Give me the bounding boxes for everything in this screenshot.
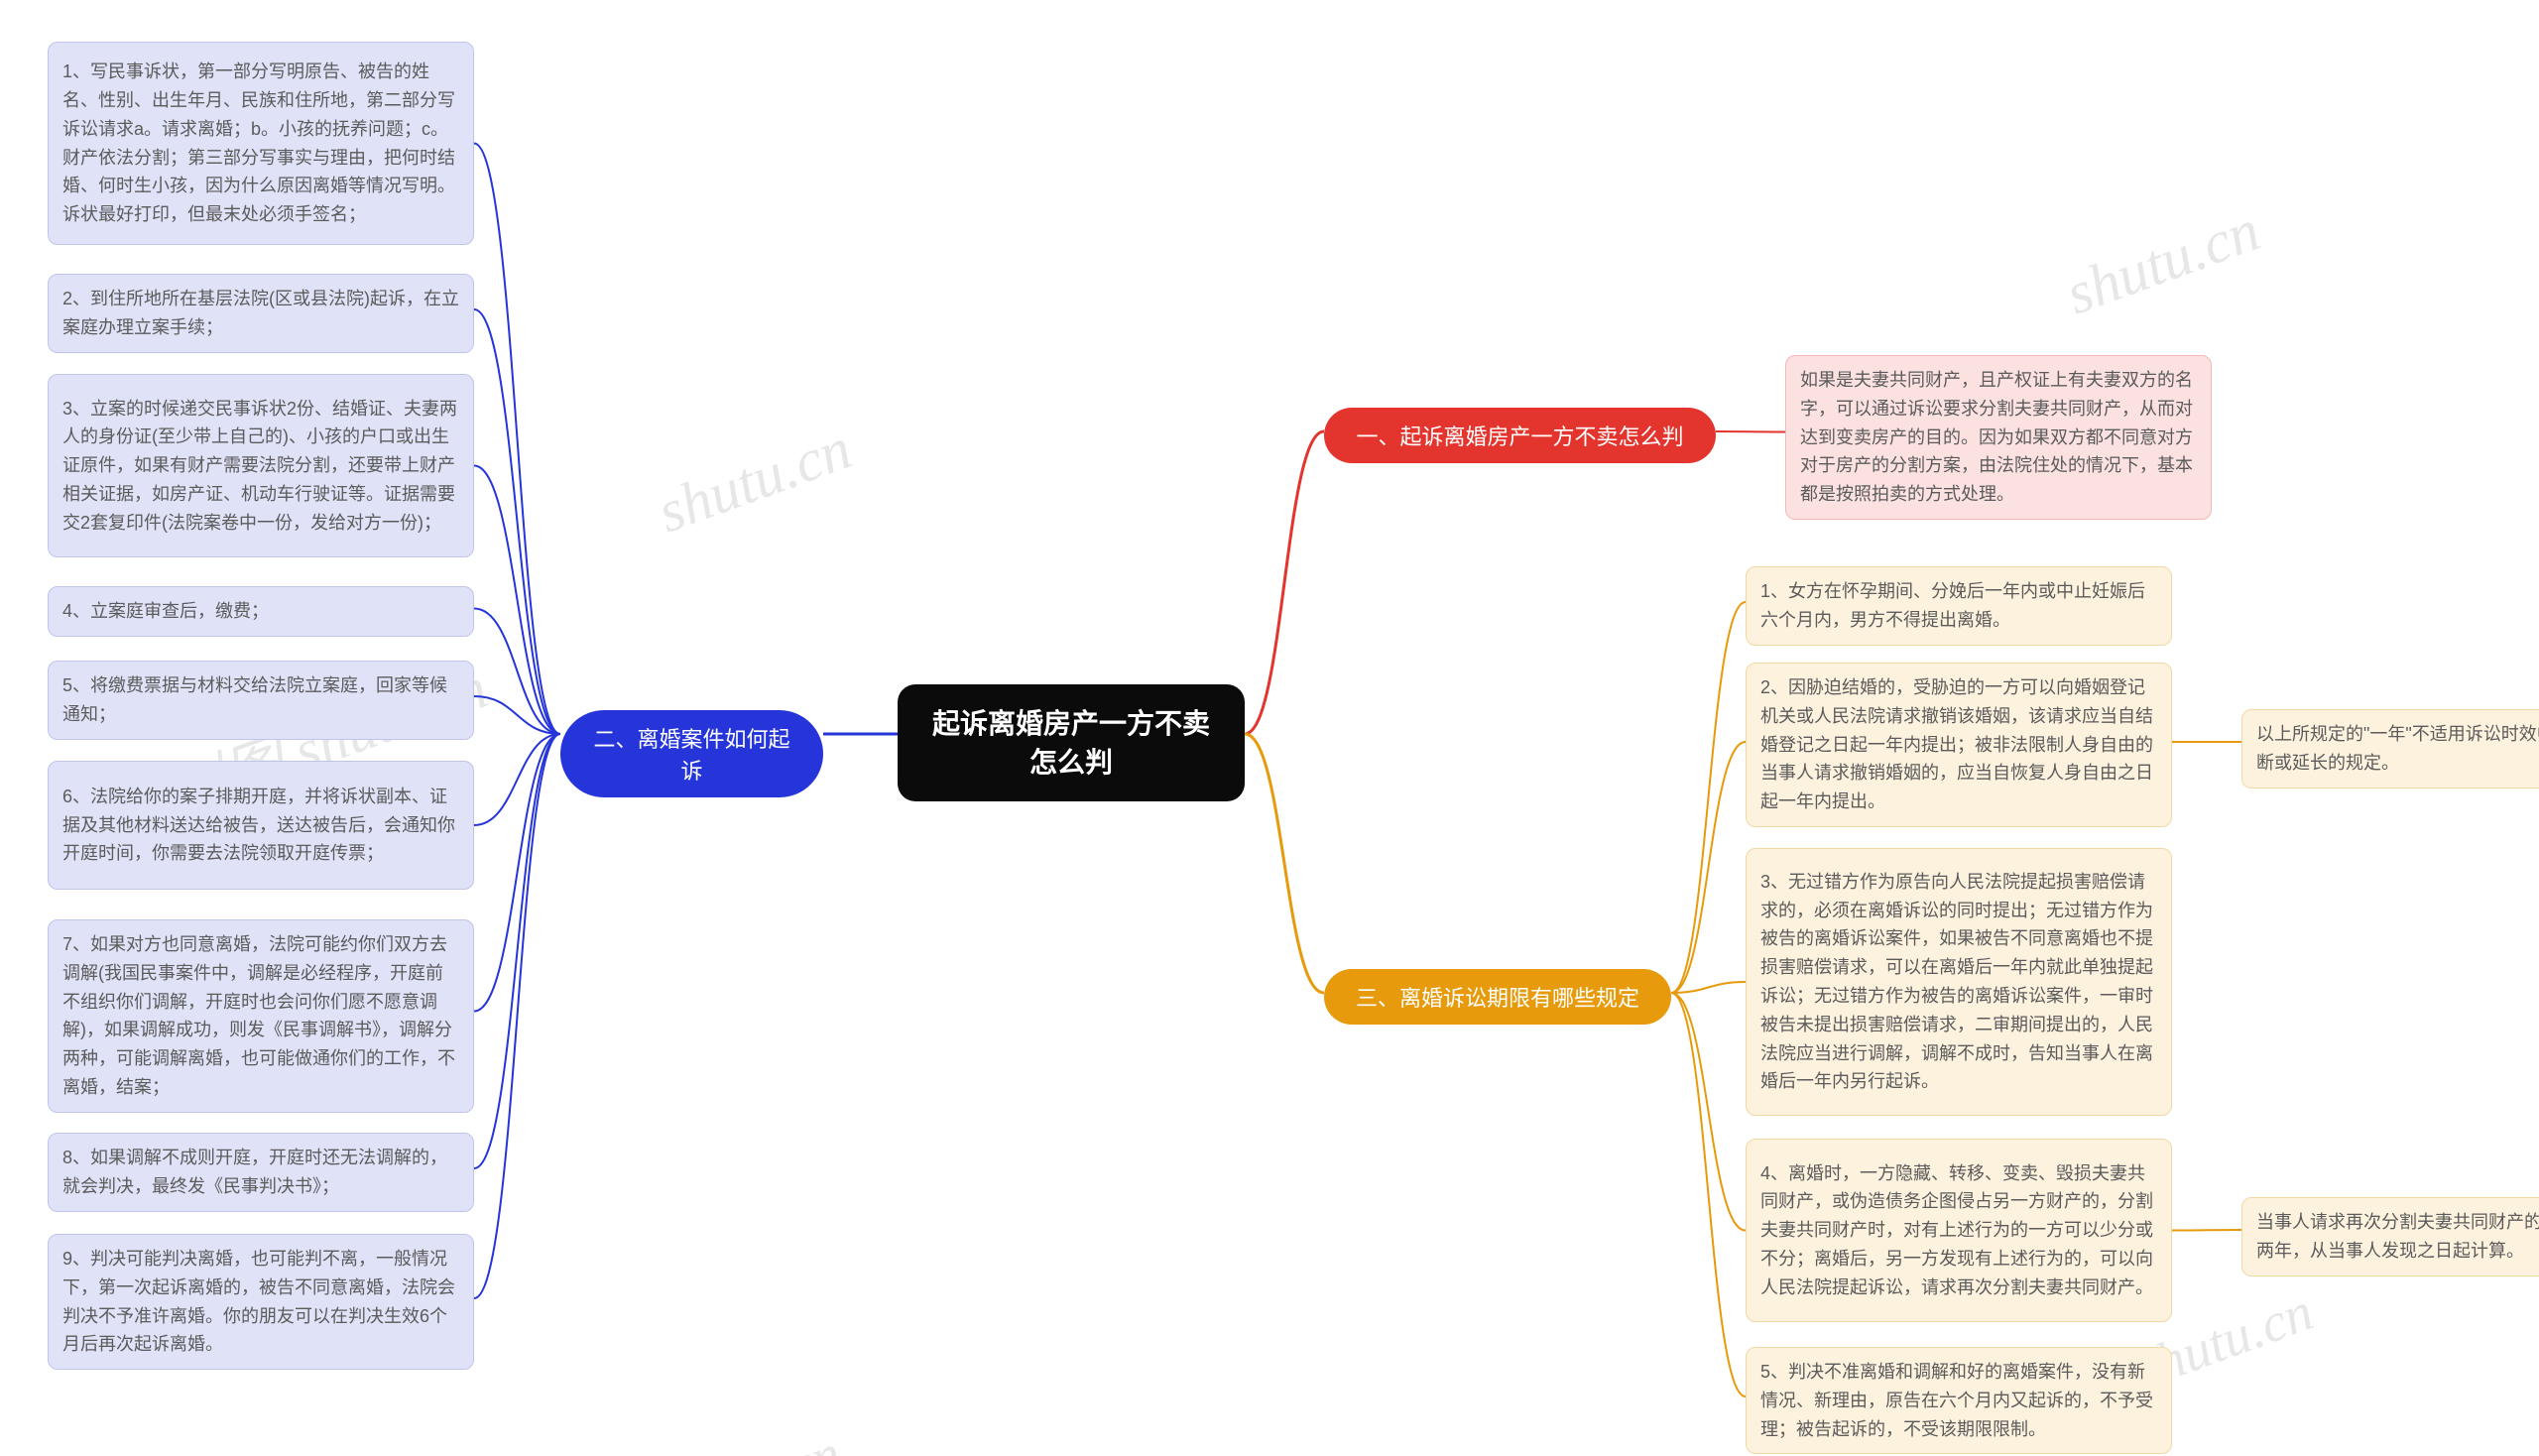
- b1: 一、起诉离婚房产一方不卖怎么判: [1324, 408, 1716, 463]
- b3l4s-label: 当事人请求再次分割夫妻共同财产的诉讼时效为两年，从当事人发现之日起计算。: [2256, 1208, 2539, 1266]
- b2l2-label: 2、到住所地所在基层法院(区或县法院)起诉，在立案庭办理立案手续；: [62, 285, 459, 342]
- b2l9: 9、判决可能判决离婚，也可能判不离，一般情况下，第一次起诉离婚的，被告不同意离婚…: [48, 1234, 474, 1370]
- b3l1-label: 1、女方在怀孕期间、分娩后一年内或中止妊娠后六个月内，男方不得提出离婚。: [1760, 577, 2157, 635]
- b2l8: 8、如果调解不成则开庭，开庭时还无法调解的，就会判决，最终发《民事判决书》；: [48, 1133, 474, 1212]
- b2l1-label: 1、写民事诉状，第一部分写明原告、被告的姓名、性别、出生年月、民族和住所地，第二…: [62, 58, 459, 229]
- b3l2-label: 2、因胁迫结婚的，受胁迫的一方可以向婚姻登记机关或人民法院请求撤销该婚姻，该请求…: [1760, 673, 2157, 816]
- b2l6-label: 6、法院给你的案子排期开庭，并将诉状副本、证据及其他材料送达给被告，送达被告后，…: [62, 783, 459, 868]
- edge: [474, 734, 560, 1168]
- b2: 二、离婚案件如何起诉: [560, 710, 823, 797]
- b2l2: 2、到住所地所在基层法院(区或县法院)起诉，在立案庭办理立案手续；: [48, 274, 474, 353]
- b1l1: 如果是夫妻共同财产，且产权证上有夫妻双方的名字，可以通过诉讼要求分割夫妻共同财产…: [1785, 355, 2212, 520]
- edge: [1716, 431, 1785, 432]
- b3l1: 1、女方在怀孕期间、分娩后一年内或中止妊娠后六个月内，男方不得提出离婚。: [1746, 566, 2172, 646]
- b2l5-label: 5、将缴费票据与材料交给法院立案庭，回家等候通知；: [62, 671, 459, 729]
- b2l8-label: 8、如果调解不成则开庭，开庭时还无法调解的，就会判决，最终发《民事判决书》；: [62, 1144, 459, 1201]
- b3l4-label: 4、离婚时，一方隐藏、转移、变卖、毁损夫妻共同财产，或伪造债务企图侵占另一方财产…: [1760, 1159, 2157, 1302]
- b3-label: 三、离婚诉讼期限有哪些规定: [1356, 981, 1639, 1013]
- b3l4s: 当事人请求再次分割夫妻共同财产的诉讼时效为两年，从当事人发现之日起计算。: [2241, 1197, 2539, 1276]
- b3l5-label: 5、判决不准离婚和调解和好的离婚案件，没有新情况、新理由，原告在六个月内又起诉的…: [1760, 1358, 2157, 1443]
- b3: 三、离婚诉讼期限有哪些规定: [1324, 969, 1671, 1025]
- b2l3: 3、立案的时候递交民事诉状2份、结婚证、夫妻两人的身份证(至少带上自己的)、小孩…: [48, 374, 474, 557]
- edge: [1671, 742, 1746, 993]
- edge: [1671, 602, 1746, 993]
- root: 起诉离婚房产一方不卖怎么判: [898, 684, 1245, 801]
- b2l4-label: 4、立案庭审查后，缴费；: [62, 597, 269, 626]
- edge: [474, 734, 560, 1012]
- b3l2: 2、因胁迫结婚的，受胁迫的一方可以向婚姻登记机关或人民法院请求撤销该婚姻，该请求…: [1746, 663, 2172, 827]
- mindmap-canvas: 树图 shutu.cnshutu.cnshutu.cnshutu.cntu.cn…: [0, 0, 2539, 1456]
- b2l4: 4、立案庭审查后，缴费；: [48, 586, 474, 637]
- b3l4: 4、离婚时，一方隐藏、转移、变卖、毁损夫妻共同财产，或伪造债务企图侵占另一方财产…: [1746, 1139, 2172, 1322]
- b3l3: 3、无过错方作为原告向人民法院提起损害赔偿请求的，必须在离婚诉讼的同时提出；无过…: [1746, 848, 2172, 1116]
- edge: [2172, 1230, 2241, 1231]
- b3l2s: 以上所规定的"一年"不适用诉讼时效中止、中断或延长的规定。: [2241, 709, 2539, 789]
- b2-label: 二、离婚案件如何起诉: [586, 722, 797, 786]
- edge: [1245, 431, 1324, 734]
- b3l5: 5、判决不准离婚和调解和好的离婚案件，没有新情况、新理由，原告在六个月内又起诉的…: [1746, 1347, 2172, 1454]
- b2l5: 5、将缴费票据与材料交给法院立案庭，回家等候通知；: [48, 661, 474, 740]
- b2l3-label: 3、立案的时候递交民事诉状2份、结婚证、夫妻两人的身份证(至少带上自己的)、小孩…: [62, 395, 459, 538]
- edge: [474, 734, 560, 1298]
- b3l3-label: 3、无过错方作为原告向人民法院提起损害赔偿请求的，必须在离婚诉讼的同时提出；无过…: [1760, 868, 2157, 1096]
- b2l6: 6、法院给你的案子排期开庭，并将诉状副本、证据及其他材料送达给被告，送达被告后，…: [48, 761, 474, 890]
- b2l9-label: 9、判决可能判决离婚，也可能判不离，一般情况下，第一次起诉离婚的，被告不同意离婚…: [62, 1245, 459, 1359]
- edge: [474, 144, 560, 735]
- edge: [474, 466, 560, 735]
- edge: [1245, 734, 1324, 993]
- b2l1: 1、写民事诉状，第一部分写明原告、被告的姓名、性别、出生年月、民族和住所地，第二…: [48, 42, 474, 245]
- edge: [1671, 993, 1746, 1396]
- b1l1-label: 如果是夫妻共同财产，且产权证上有夫妻双方的名字，可以通过诉讼要求分割夫妻共同财产…: [1800, 366, 2197, 509]
- root-label: 起诉离婚房产一方不卖怎么判: [927, 704, 1215, 782]
- b1-label: 一、起诉离婚房产一方不卖怎么判: [1356, 420, 1683, 451]
- b2l7: 7、如果对方也同意离婚，法院可能约你们双方去调解(我国民事案件中，调解是必经程序…: [48, 919, 474, 1113]
- b2l7-label: 7、如果对方也同意离婚，法院可能约你们双方去调解(我国民事案件中，调解是必经程序…: [62, 930, 459, 1102]
- b3l2s-label: 以上所规定的"一年"不适用诉讼时效中止、中断或延长的规定。: [2256, 720, 2539, 778]
